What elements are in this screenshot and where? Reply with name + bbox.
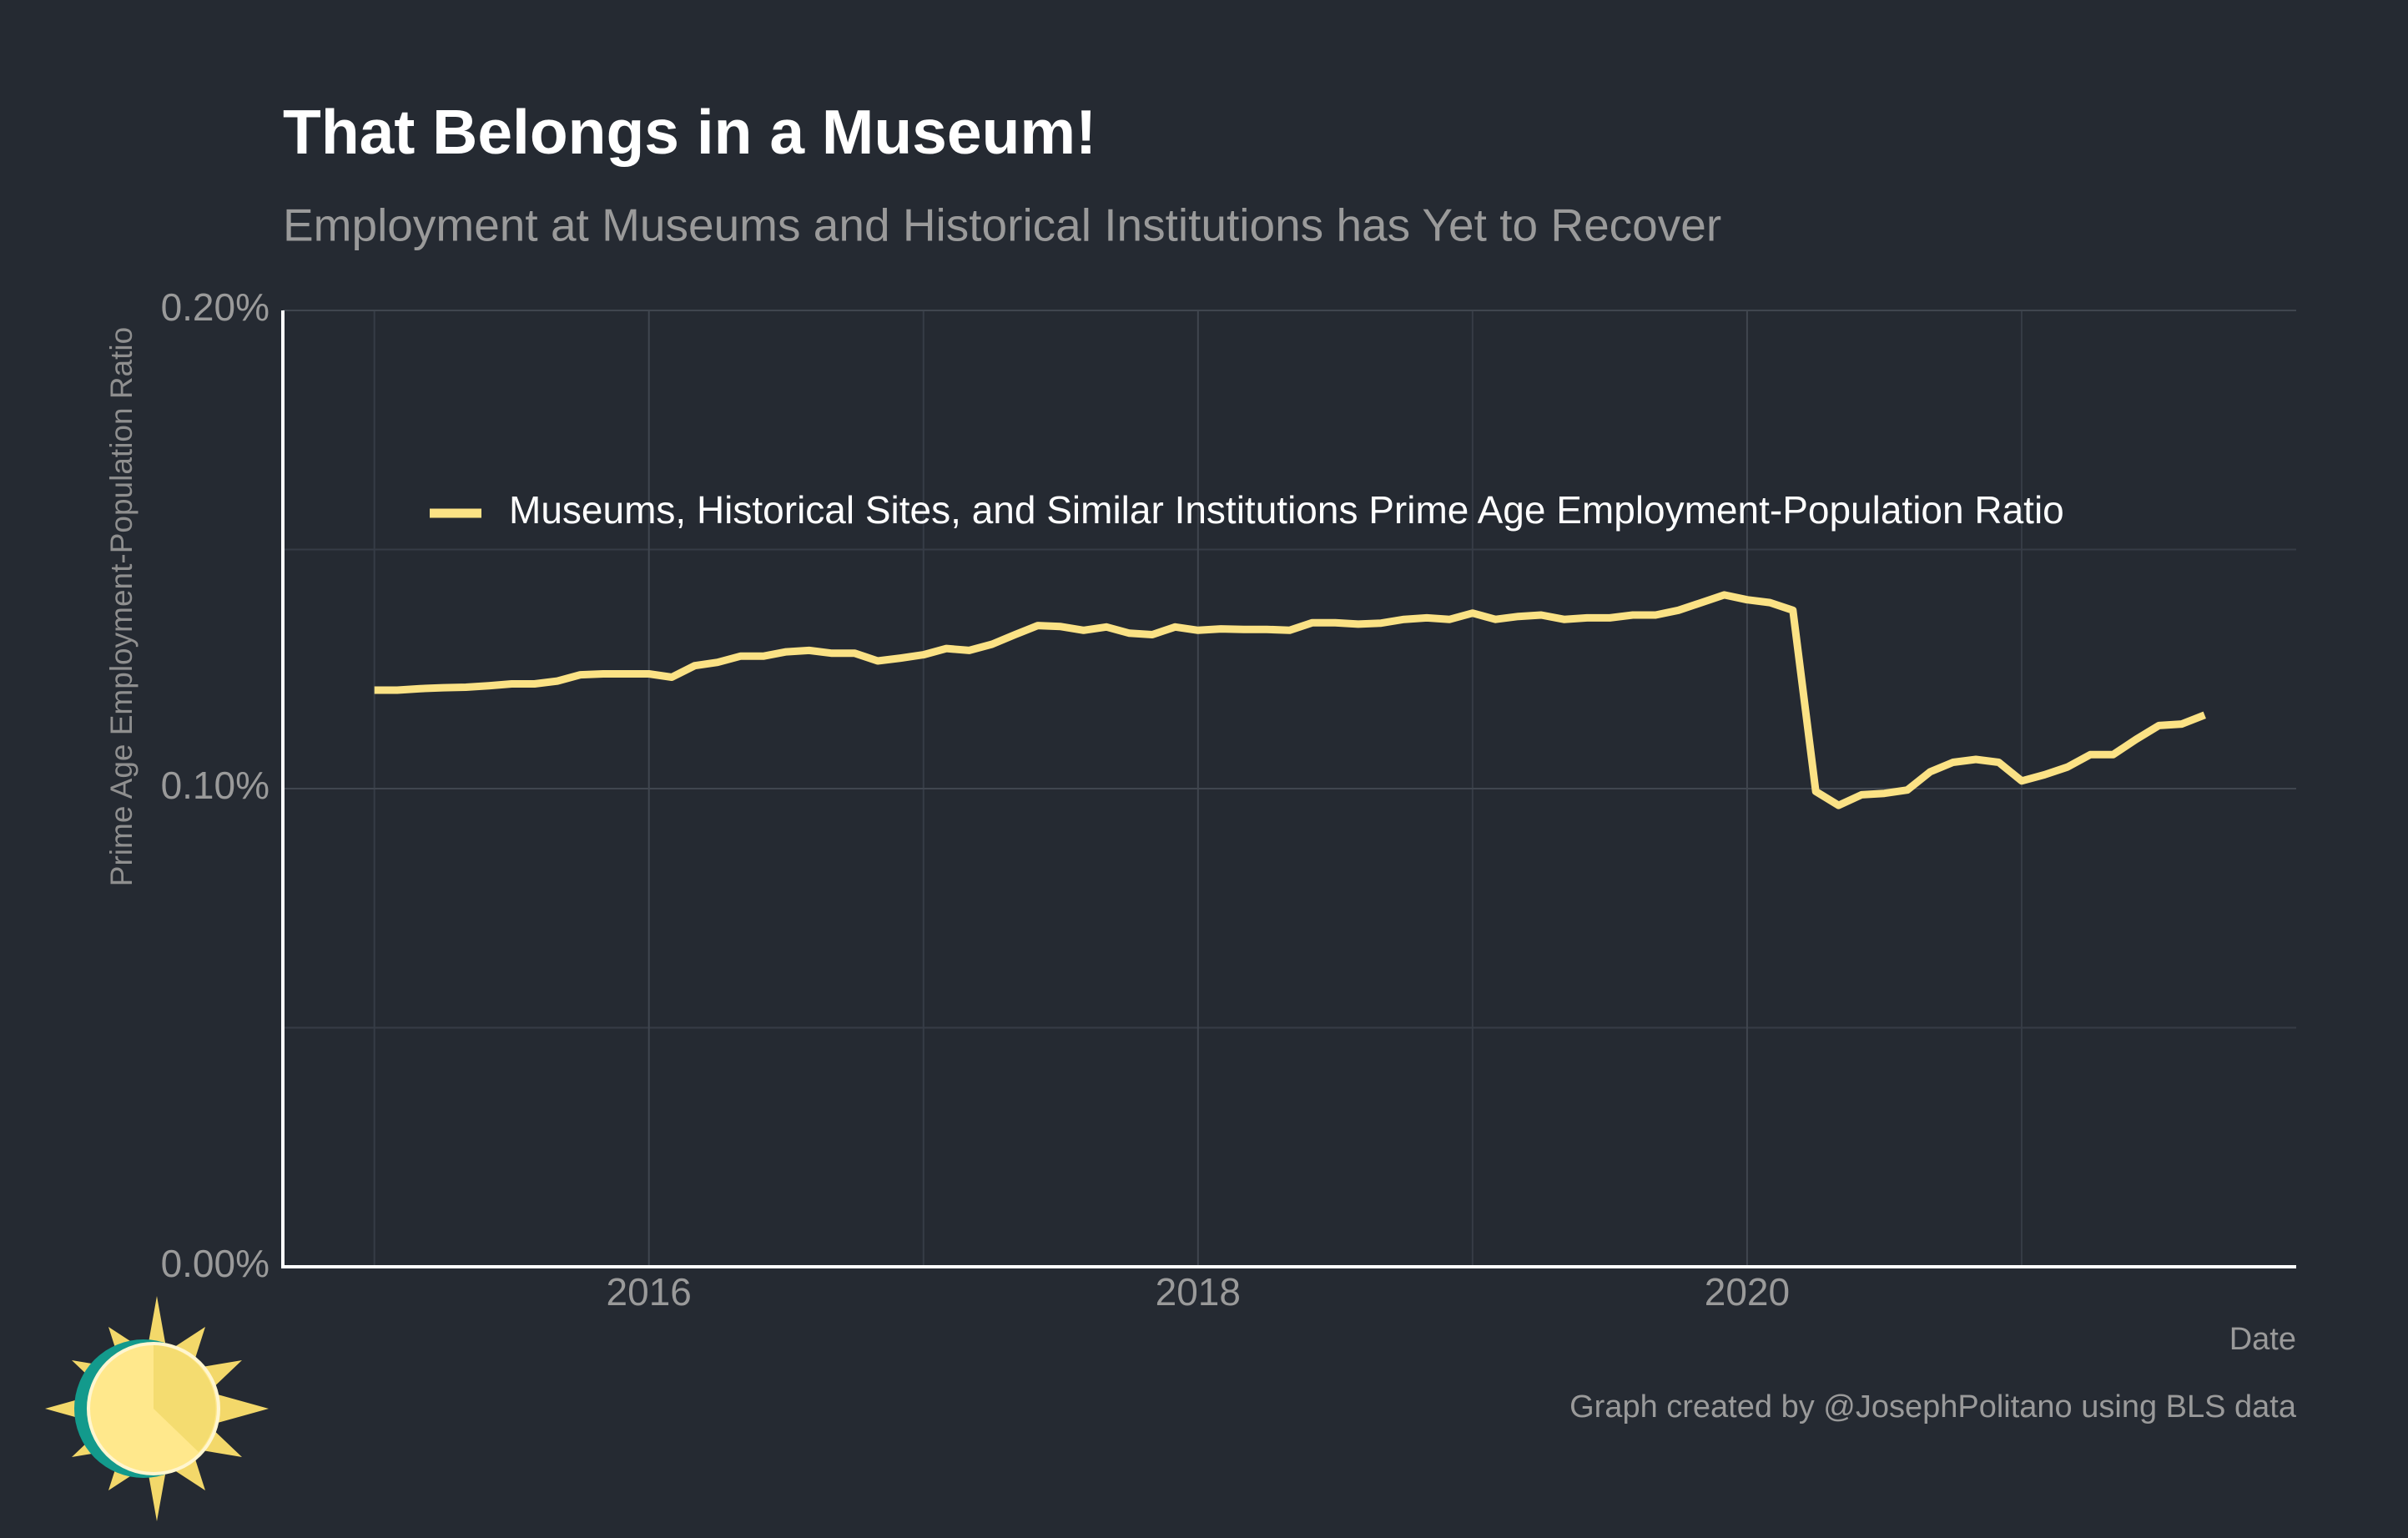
x-tick-label: 2020 bbox=[1705, 1270, 1790, 1314]
x-tick-label: 2018 bbox=[1156, 1270, 1241, 1314]
chart-title: That Belongs in a Museum! bbox=[283, 97, 1096, 167]
caption: Graph created by @JosephPolitano using B… bbox=[1569, 1389, 2297, 1425]
x-tick-label: 2016 bbox=[607, 1270, 692, 1314]
y-tick-label: 0.00% bbox=[161, 1242, 270, 1285]
y-tick-label: 0.20% bbox=[161, 285, 270, 329]
logo bbox=[45, 1296, 269, 1521]
chart-subtitle: Employment at Museums and Historical Ins… bbox=[283, 199, 1721, 251]
y-axis-title: Prime Age Employment-Population Ratio bbox=[104, 327, 139, 886]
y-tick-label: 0.10% bbox=[161, 764, 270, 807]
legend-label: Museums, Historical Sites, and Similar I… bbox=[509, 488, 2064, 532]
x-axis-title: Date bbox=[2229, 1322, 2296, 1357]
series-line bbox=[374, 591, 2206, 809]
